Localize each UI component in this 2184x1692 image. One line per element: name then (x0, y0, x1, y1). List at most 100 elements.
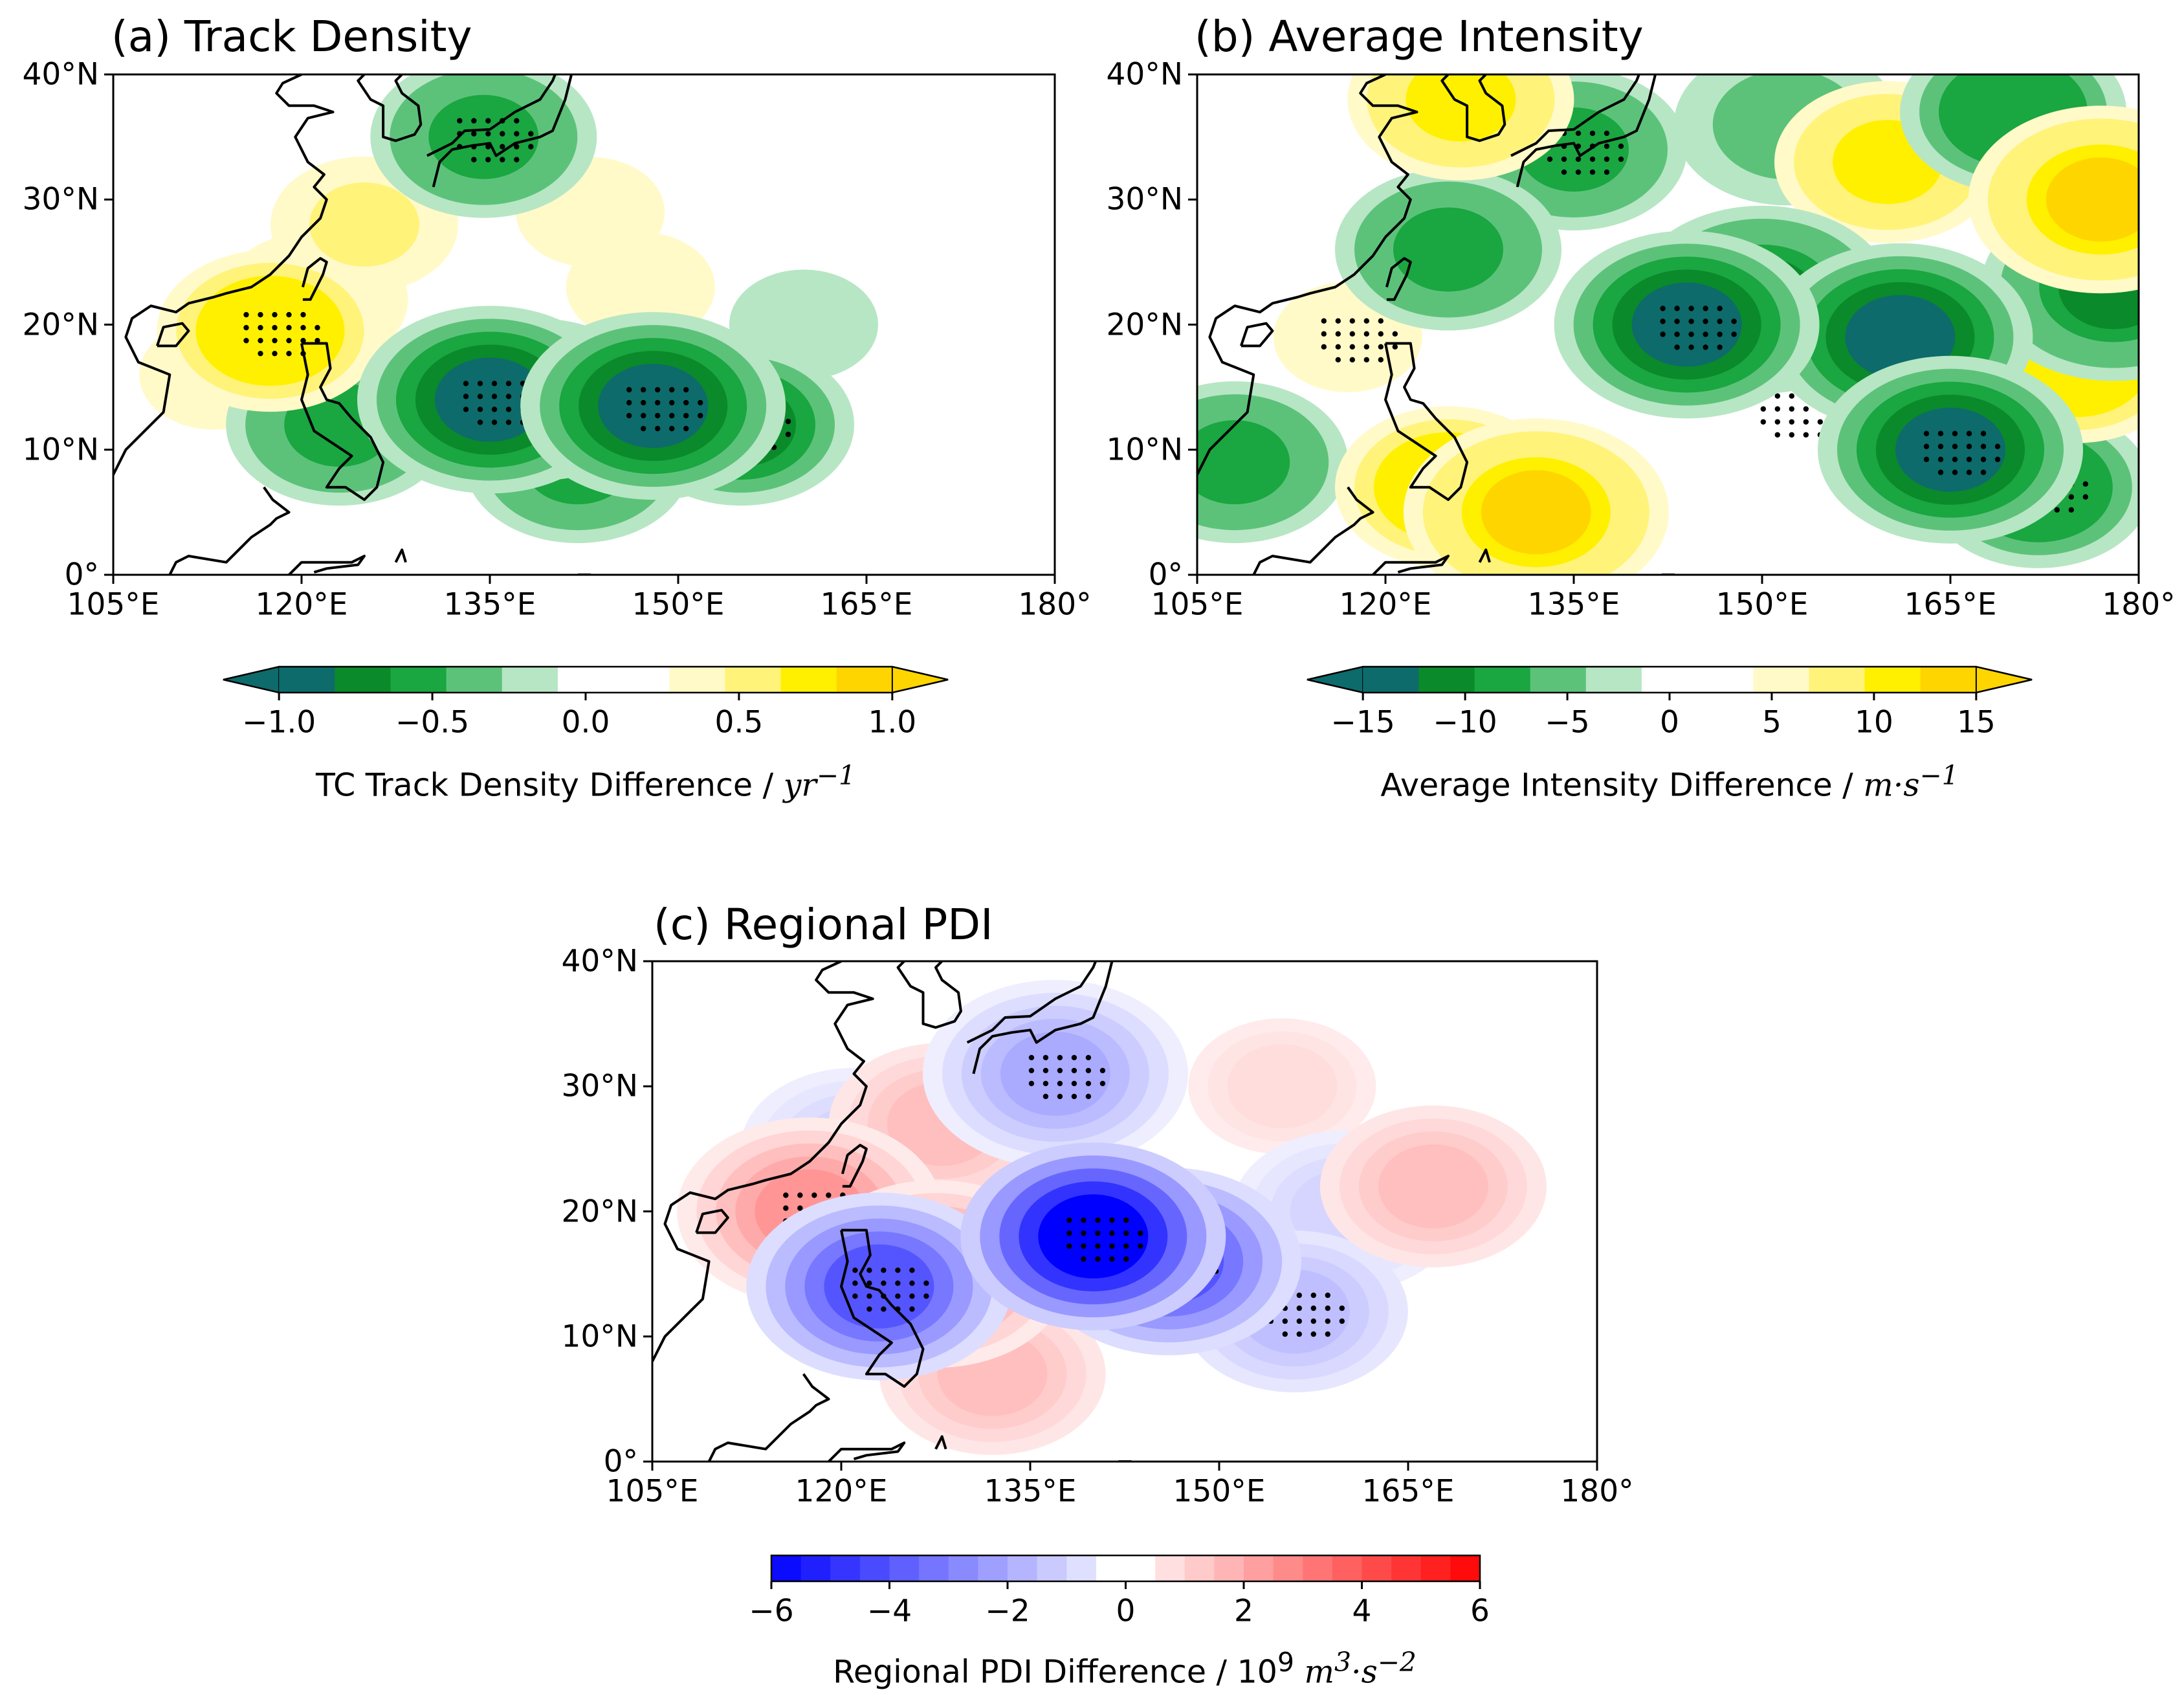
colorbar-tick-label: 4 (1352, 1593, 1372, 1629)
panel-title: (c) Regional PDI (654, 900, 993, 950)
x-tick-label: 120°E (255, 586, 348, 623)
stipple-dot (797, 1192, 803, 1198)
stipple-dot (1066, 1230, 1072, 1236)
coastline-path (1440, 74, 1506, 142)
coastline-path (1384, 342, 1469, 501)
significance-stipple (1066, 1217, 1143, 1262)
contour-blob (585, 245, 696, 329)
coastline-path (841, 1144, 868, 1188)
stipple-dot (258, 350, 263, 357)
colorbar-swatch (780, 667, 837, 693)
stipple-dot (1604, 130, 1610, 137)
y-tick-label: 0° (64, 557, 99, 593)
panel-title: (b) Average Intensity (1195, 12, 1644, 61)
colorbar-swatch (978, 1555, 1008, 1581)
stipple-dot (243, 337, 249, 344)
stipple-dot (457, 118, 463, 124)
stipple-dot (1952, 456, 1958, 462)
stipple-dot (1349, 357, 1355, 363)
stipple-dot (1310, 1305, 1317, 1311)
stipple-dot (1994, 443, 2001, 449)
colorbar-swatch (800, 1555, 831, 1581)
stipple-dot (286, 337, 292, 344)
coastline-path (156, 322, 190, 348)
stipple-dot (1109, 1256, 1115, 1262)
stipple-dot (505, 394, 512, 399)
colorbar-swatch (1066, 1555, 1097, 1581)
coastline-path (972, 961, 1114, 1074)
colorbar-tick-label: −1.0 (242, 704, 316, 740)
coastline-path (300, 342, 385, 501)
stipple-dot (1066, 1243, 1072, 1249)
stipple-dot (1966, 456, 1972, 462)
colorbar-swatch (1008, 1555, 1038, 1581)
stipple-dot (1028, 1054, 1035, 1061)
x-tick-label: 120°E (1339, 586, 1432, 623)
stipple-dot (1980, 456, 1987, 462)
stipple-dot (1589, 156, 1596, 162)
coastline-path (288, 555, 366, 575)
colorbar-tick-label: 2 (1234, 1593, 1253, 1629)
stipple-dot (1085, 1080, 1092, 1087)
coastline (652, 961, 1134, 1462)
stipple-dot (1028, 1080, 1035, 1087)
stipple-dot (626, 399, 632, 406)
y-tick-label: 10°N (561, 1319, 638, 1355)
y-tick-label: 20°N (22, 307, 99, 342)
stipple-dot (655, 425, 661, 432)
contour-blob (824, 1244, 934, 1329)
stipple-dot (785, 431, 791, 438)
stipple-dot (1321, 344, 1327, 350)
stipple-dot (1774, 419, 1780, 425)
x-tick-label: 180° (2102, 586, 2176, 623)
contour-blob (1631, 282, 1742, 367)
colorbar-swatch (557, 667, 614, 693)
stipple-dot (314, 337, 320, 344)
y-tick-label: 30°N (22, 181, 99, 217)
colorbar-swatch (1391, 1555, 1422, 1581)
stipple-dot (1349, 344, 1355, 350)
x-tick-label: 135°E (984, 1473, 1077, 1509)
stipple-dot (1392, 344, 1398, 350)
stipple-dot (243, 324, 249, 331)
x-tick-label: 105°E (67, 586, 160, 623)
x-tick-label: 165°E (1362, 1473, 1455, 1509)
stipple-dot (300, 311, 306, 318)
stipple-dot (909, 1267, 915, 1273)
stipple-dot (811, 1192, 817, 1198)
stipple-dot (1296, 1331, 1303, 1337)
stipple-dot (1378, 344, 1384, 350)
stipple-dot (477, 381, 483, 386)
stipple-dot (852, 1280, 858, 1286)
stipple-dot (852, 1293, 858, 1299)
colorbar-a-title: TC Track Density Difference / yr−1 (315, 760, 856, 804)
coastline-path (1478, 548, 1491, 563)
y-tick-label: 40°N (22, 56, 99, 93)
colorbar-tick-label: −15 (1330, 704, 1395, 740)
stipple-dot (866, 1280, 872, 1286)
colorbar-swatch (1125, 1555, 1156, 1581)
stipple-dot (1109, 1230, 1115, 1236)
stipple-dot (1363, 344, 1369, 350)
significance-stipple (1028, 1054, 1106, 1100)
stipple-dot (505, 419, 512, 425)
colorbar-swatch (725, 667, 782, 693)
stipple-dot (528, 131, 534, 137)
stipple-dot (2082, 481, 2088, 487)
stipple-dot (1310, 1318, 1317, 1324)
stipple-dot (1618, 143, 1624, 150)
colorbar-swatch (1096, 1555, 1126, 1581)
stipple-dot (1363, 331, 1369, 337)
stipple-dot (1363, 357, 1369, 363)
stipple-dot (2054, 507, 2060, 513)
colorbar-swatch (1585, 667, 1642, 693)
stipple-dot (1980, 469, 1987, 475)
coastline-path (1240, 322, 1274, 348)
stipple-dot (698, 412, 703, 419)
stipple-dot (1310, 1292, 1317, 1298)
colorbar-swatch (1362, 1555, 1392, 1581)
y-tick-label: 30°N (1106, 181, 1183, 217)
coastline-path (707, 1373, 830, 1462)
contour-blob (1227, 1044, 1338, 1129)
stipple-dot (272, 311, 278, 318)
